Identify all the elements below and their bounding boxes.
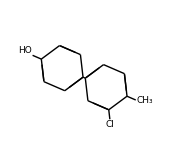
Text: HO: HO: [18, 46, 31, 55]
Text: Cl: Cl: [105, 120, 114, 129]
Text: CH₃: CH₃: [137, 95, 153, 104]
